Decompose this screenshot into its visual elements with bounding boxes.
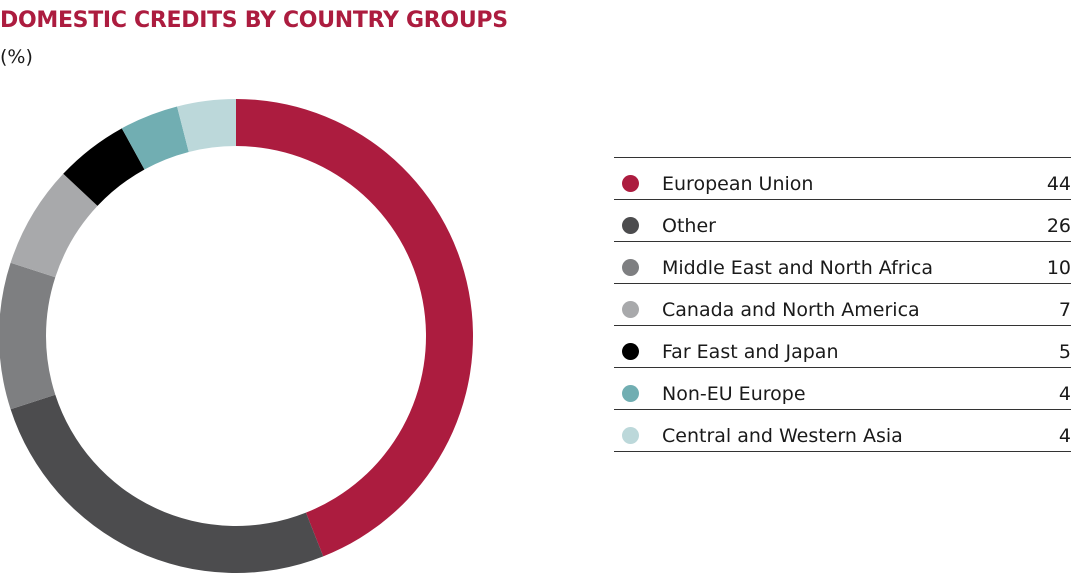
legend-swatch <box>622 301 639 318</box>
legend-value: 4 <box>1058 383 1071 405</box>
legend-label: Central and Western Asia <box>662 425 903 447</box>
legend-swatch <box>622 385 639 402</box>
slice-other <box>10 394 324 573</box>
legend-swatch <box>622 259 639 276</box>
legend-value: 7 <box>1058 299 1071 321</box>
slice-middle-east-and-north-africa <box>0 262 56 410</box>
legend-swatch <box>622 343 639 360</box>
legend-value: 5 <box>1058 341 1071 363</box>
legend-item: Canada and North America 7 <box>614 284 1071 326</box>
legend-label: Far East and Japan <box>662 341 839 363</box>
chart-legend: European Union 44 Other 26 Middle East and N… <box>614 157 1071 452</box>
legend-item: Far East and Japan 5 <box>614 326 1071 368</box>
chart-title: DOMESTIC CREDITS BY COUNTRY GROUPS <box>0 8 508 33</box>
legend-value: 10 <box>1046 257 1071 279</box>
legend-item: Central and Western Asia 4 <box>614 410 1071 452</box>
slice-canada-and-north-america <box>10 173 98 278</box>
legend-item: Middle East and North Africa 10 <box>614 242 1071 284</box>
legend-swatch <box>622 427 639 444</box>
donut-chart <box>0 99 473 573</box>
slice-european-union <box>236 99 473 557</box>
slice-central-and-western-asia <box>177 99 236 152</box>
chart-subtitle: (%) <box>0 46 33 68</box>
legend-label: Other <box>662 215 716 237</box>
legend-label: Middle East and North Africa <box>662 257 933 279</box>
legend-label: European Union <box>662 173 814 195</box>
legend-item: Other 26 <box>614 200 1071 242</box>
slice-far-east-and-japan <box>63 128 145 206</box>
legend-label: Canada and North America <box>662 299 920 321</box>
legend-value: 4 <box>1058 425 1071 447</box>
legend-item: Non-EU Europe 4 <box>614 368 1071 410</box>
legend-value: 26 <box>1046 215 1071 237</box>
legend-value: 44 <box>1046 173 1071 195</box>
slice-non-eu-europe <box>121 106 189 170</box>
legend-swatch <box>622 217 639 234</box>
legend-label: Non-EU Europe <box>662 383 806 405</box>
legend-item: European Union 44 <box>614 158 1071 200</box>
legend-swatch <box>622 175 639 192</box>
